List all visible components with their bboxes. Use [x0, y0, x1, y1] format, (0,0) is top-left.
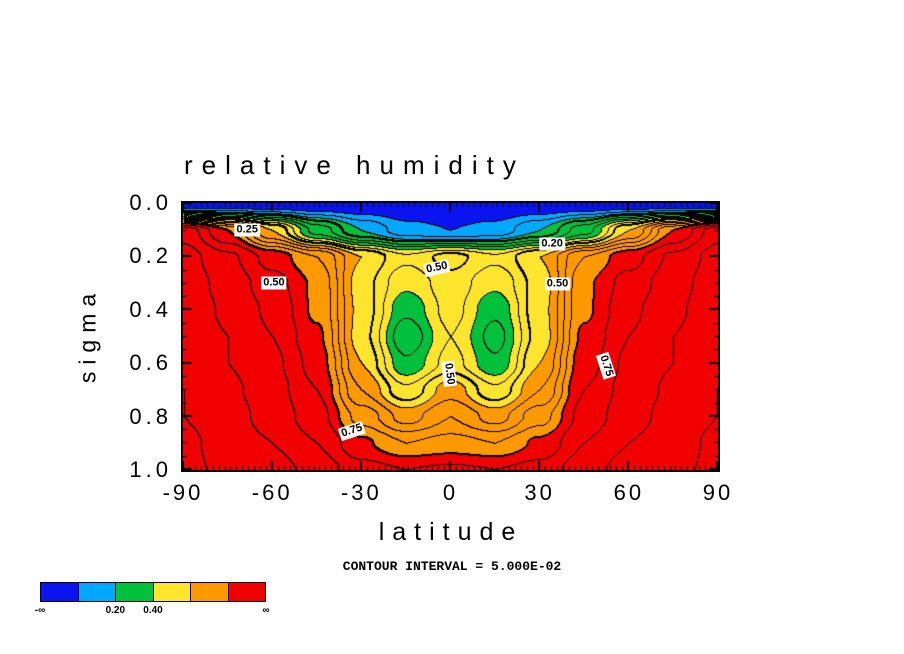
x-axis-title: latitude — [378, 518, 524, 546]
contour-line-label: 0.50 — [544, 277, 571, 291]
chart-title: relative humidity — [184, 150, 525, 180]
colorbar — [40, 582, 266, 602]
contour-line-label: 0.25 — [234, 223, 260, 237]
x-tick-label: -30 — [340, 480, 382, 505]
y-tick-label: 1.0 — [129, 457, 172, 482]
x-tick-label: 0 — [442, 480, 459, 505]
colorbar-swatch — [228, 582, 266, 602]
x-tick-label: -90 — [162, 480, 204, 505]
colorbar-swatch — [40, 582, 79, 602]
colorbar-swatch — [116, 582, 154, 602]
colorbar-tick-label: ∞ — [262, 605, 270, 616]
y-tick-label: 0.2 — [129, 243, 172, 269]
colorbar-tick-label: -∞ — [34, 605, 46, 616]
colorbar-swatch — [191, 582, 229, 602]
colorbar-tick-label: 0.40 — [143, 605, 163, 616]
y-axis-title: sigma — [74, 286, 101, 384]
y-tick-label: 0.8 — [129, 403, 172, 429]
colorbar-tick-label: 0.20 — [105, 605, 126, 616]
y-tick-label: 0.0 — [129, 190, 172, 215]
y-tick-label: 0.4 — [129, 296, 172, 322]
plot-area: 0.25 0.50 0.50 0.20 0.50 0.50 0.75 0.75 — [181, 201, 720, 472]
colorbar-swatch — [78, 582, 116, 602]
contour-line-label: 0.50 — [261, 276, 287, 290]
y-tick-label: 0.6 — [129, 350, 172, 376]
contour-line-label: 0.50 — [440, 360, 457, 388]
x-tick-label: -60 — [251, 480, 293, 505]
x-tick-label: 60 — [613, 480, 645, 505]
contour-line-label: 0.20 — [539, 237, 565, 251]
colorbar-swatch — [153, 582, 191, 602]
x-tick-label: 30 — [524, 480, 555, 505]
contour-interval-note: CONTOUR INTERVAL = 5.000E-02 — [342, 559, 562, 574]
x-tick-label: 90 — [702, 480, 734, 505]
contour-canvas — [183, 203, 718, 470]
